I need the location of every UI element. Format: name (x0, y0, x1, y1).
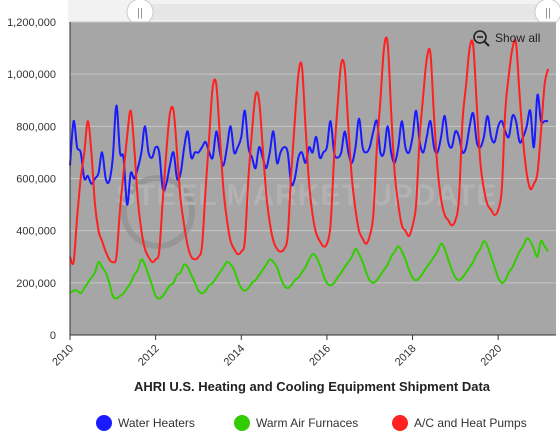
legend-label: Water Heaters (118, 416, 195, 430)
navigator-window[interactable] (140, 4, 548, 20)
show-all-label: Show all (495, 31, 540, 45)
x-tick-label: 2020 (479, 343, 505, 369)
x-tick-label: 2016 (307, 343, 333, 369)
left-handle-glyph: || (137, 7, 143, 19)
right-handle-glyph: || (545, 7, 551, 19)
chart-title: AHRI U.S. Heating and Cooling Equipment … (134, 379, 491, 394)
legend-label: Warm Air Furnaces (256, 416, 358, 430)
watermark-circle (121, 175, 195, 249)
legend-item-a-c-and-heat-pumps[interactable]: A/C and Heat Pumps (392, 415, 527, 431)
x-tick-label: 2018 (393, 343, 419, 369)
legend-label: A/C and Heat Pumps (414, 416, 527, 430)
x-tick-label: 2012 (136, 343, 162, 369)
x-tick-label: 2014 (222, 343, 248, 369)
series-line-water-heaters (69, 93, 549, 206)
y-tick-label: 400,000 (16, 226, 56, 238)
y-tick-label: 600,000 (16, 174, 56, 186)
axes (69, 22, 556, 336)
legend-item-water-heaters[interactable]: Water Heaters (96, 415, 195, 431)
series-lines (69, 36, 550, 300)
navigator-left-handle[interactable]: || (126, 0, 154, 26)
legend-marker (392, 415, 408, 431)
legend-item-warm-air-furnaces[interactable]: Warm Air Furnaces (234, 415, 358, 431)
series-line-warm-air-furnaces (69, 237, 549, 300)
y-tick-label: 200,000 (16, 278, 56, 290)
navigator-right-handle[interactable]: || (534, 0, 560, 26)
y-tick-label: 800,000 (16, 121, 56, 133)
y-tick-labels: 0 200,000 400,000 600,000 800,000 1,000,000 1,… (7, 17, 56, 342)
zoom-out-icon (473, 30, 490, 47)
show-all-button[interactable]: Show all (466, 28, 548, 48)
series-line-a-c-and-heat-pumps (69, 36, 550, 266)
legend: Water Heaters Warm Air Furnaces A/C and He… (96, 415, 527, 431)
x-tick-label: 2010 (50, 343, 76, 369)
y-tick-label: 0 (50, 330, 56, 342)
x-tick-labels: 2010 2012 2014 2016 2018 2020 (50, 335, 504, 368)
y-tick-label: 1,200,000 (7, 17, 56, 29)
y-tick-label: 1,000,000 (7, 69, 56, 81)
legend-marker (234, 415, 250, 431)
legend-marker (96, 415, 112, 431)
